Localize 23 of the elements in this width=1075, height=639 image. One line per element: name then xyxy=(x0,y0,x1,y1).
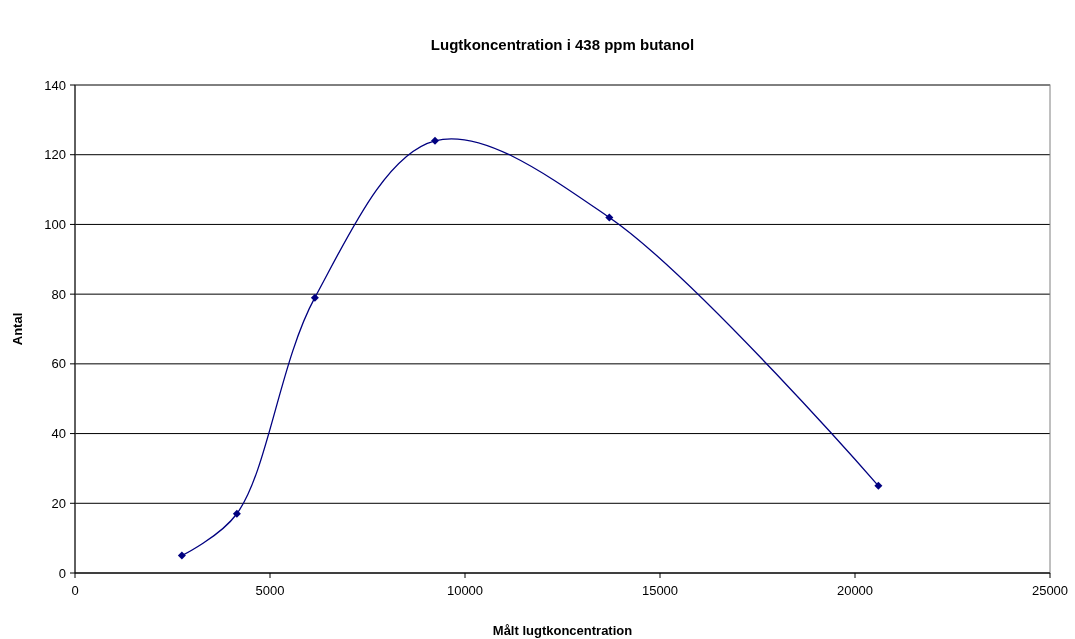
point xyxy=(232,509,241,518)
y-tick-label: 20 xyxy=(51,495,66,511)
y-tick-label: 0 xyxy=(58,565,66,581)
x-axis-title: Målt lugtkoncentration xyxy=(492,623,633,638)
y-tick-label: 120 xyxy=(44,147,66,163)
x-tick-label: 25000 xyxy=(1031,583,1069,598)
x-tick-label: 10000 xyxy=(446,583,484,598)
point xyxy=(177,551,186,560)
point xyxy=(430,136,439,145)
y-tick-label: 140 xyxy=(44,77,66,93)
x-tick-label: 15000 xyxy=(641,583,679,598)
x-tick-label: 20000 xyxy=(836,583,874,598)
point xyxy=(310,293,319,302)
chart-title: Lugtkoncentration i 438 ppm butanol xyxy=(430,36,695,53)
y-tick-label: 60 xyxy=(51,356,66,372)
point xyxy=(605,213,614,222)
y-tick-label: 100 xyxy=(44,216,66,232)
point xyxy=(874,481,883,490)
x-tick-label: 5000 xyxy=(255,583,285,598)
x-tick-label: 0 xyxy=(71,583,79,598)
y-tick-label: 80 xyxy=(51,286,66,302)
y-axis-title: Antal xyxy=(10,312,25,346)
y-tick-label: 40 xyxy=(51,426,66,442)
